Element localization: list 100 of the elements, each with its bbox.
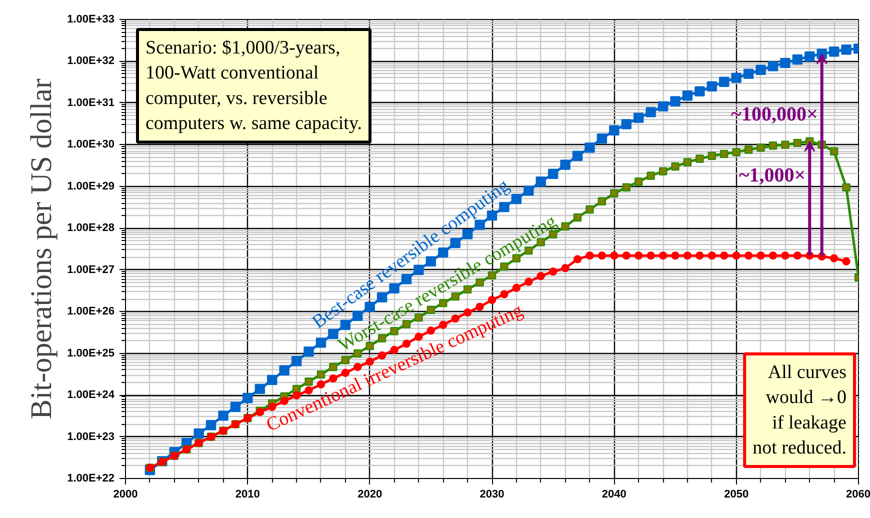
point [376,292,388,302]
point [768,61,778,72]
y-tick-label: 1.00E+26 [67,306,114,318]
point [598,251,606,260]
y-tick-label: 1.00E+27 [67,264,114,276]
y-tick-label: 1.00E+29 [67,180,114,192]
point [744,146,753,154]
point [254,384,265,394]
annotation: ~100,000× [731,104,818,126]
point [720,150,728,158]
point [768,251,778,260]
point [842,183,850,192]
x-tick-label: 2040 [602,488,626,500]
point [622,183,630,192]
x-tick-label: 2050 [724,488,749,500]
point [329,362,338,372]
point [316,338,326,348]
point [634,178,643,186]
y-tick-label: 1.00E+22 [67,472,114,484]
point [658,101,668,112]
point [744,251,753,260]
point [670,96,680,106]
point [706,81,717,92]
point [560,160,570,170]
point [242,392,253,404]
y-tick-label: 1.00E+33 [67,14,114,26]
point [610,189,618,198]
point [792,54,803,65]
point [488,271,496,280]
point [584,142,595,153]
point [793,138,802,148]
point [548,267,558,276]
point [291,356,302,366]
y-tick-label: 1.00E+32 [67,55,114,68]
annotation: ~1,000× [738,164,806,187]
point [634,251,643,260]
point [682,90,693,101]
y-tick-label: 1.00E+24 [67,389,116,402]
point [830,147,838,156]
point [414,313,423,322]
point [279,365,290,376]
point [488,296,496,304]
y-axis-title: Bit-operations per US dollar [25,78,58,420]
y-tick-label: 1.00E+23 [67,430,114,443]
point [768,142,778,150]
y-tick-label: 1.00E+25 [67,347,114,360]
point [573,255,582,264]
point [708,251,716,260]
point [450,238,460,248]
point [708,152,716,160]
point [304,346,314,357]
point [206,420,216,430]
point [500,290,508,298]
point [658,167,668,176]
point [731,72,742,83]
point [719,76,730,87]
x-tick-label: 2030 [480,488,504,500]
x-tick-label: 2000 [113,488,138,500]
point [561,222,570,231]
x-tick-label: 2060 [846,488,870,500]
annotation: Scenario: $1,000/3-years, 100-Watt conventional computer, vs. reversible computers w. same capacity. [146,38,362,134]
point [696,251,704,260]
point [622,251,630,260]
point [389,283,400,294]
point [781,251,790,260]
point [548,168,558,179]
point [512,284,521,292]
point [598,197,606,206]
point [354,362,362,372]
point [230,402,241,412]
point [341,356,350,364]
point [828,46,840,57]
point [511,194,522,204]
point [586,205,594,214]
point [830,254,838,262]
point [524,278,533,286]
y-tick-label: 1.00E+31 [67,96,114,109]
x-tick-label: 2010 [235,488,260,500]
point [573,213,582,222]
point [658,251,668,260]
point [354,349,362,358]
point [743,68,754,79]
point [572,150,583,161]
point [561,264,570,272]
annotation: All curves would →0 if leakage not reduced. [752,362,847,458]
point [646,251,655,260]
point [781,140,790,149]
point [683,158,692,166]
point [194,428,204,439]
point [732,251,740,260]
point [671,251,680,260]
point [596,133,608,144]
point [671,162,680,171]
point [683,251,692,260]
point [610,251,618,260]
point [646,107,656,118]
point [426,326,436,335]
point [756,64,766,75]
y-tick-label: 1.00E+30 [67,138,114,151]
point [414,332,423,341]
